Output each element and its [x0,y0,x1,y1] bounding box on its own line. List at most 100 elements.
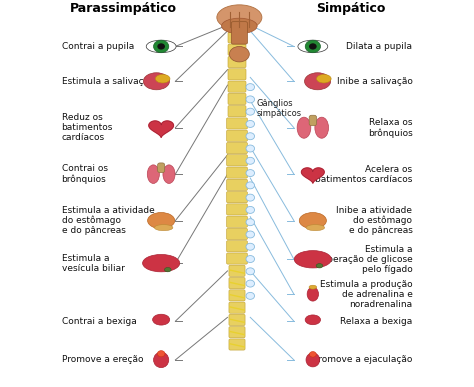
FancyBboxPatch shape [227,130,247,141]
Circle shape [309,43,317,50]
Text: Estimula a atividade
do estômago
e do pâncreas: Estimula a atividade do estômago e do pâ… [62,206,155,235]
Circle shape [246,255,255,262]
Ellipse shape [155,224,173,231]
Text: Relaxa os
brônquios: Relaxa os brônquios [368,118,412,137]
Circle shape [246,280,255,287]
Circle shape [246,268,255,275]
Text: Gânglios
simpáticos: Gânglios simpáticos [257,99,302,118]
Ellipse shape [309,285,317,289]
Ellipse shape [147,165,159,183]
Ellipse shape [310,351,316,357]
Ellipse shape [307,287,319,301]
Ellipse shape [294,251,331,268]
Circle shape [246,293,255,300]
FancyBboxPatch shape [227,216,247,227]
Polygon shape [301,168,324,183]
FancyBboxPatch shape [227,142,247,154]
Ellipse shape [305,315,320,325]
FancyBboxPatch shape [227,179,247,190]
Text: Contrai a pupila: Contrai a pupila [62,42,134,51]
FancyBboxPatch shape [227,253,247,264]
Circle shape [246,120,255,127]
Ellipse shape [143,255,180,272]
Text: Simpático: Simpático [316,2,385,15]
Text: Contrai a bexiga: Contrai a bexiga [62,317,137,326]
FancyBboxPatch shape [309,115,317,126]
Text: Parassimpático: Parassimpático [70,2,177,15]
FancyBboxPatch shape [228,32,246,43]
FancyBboxPatch shape [229,302,245,313]
Ellipse shape [157,351,165,357]
FancyBboxPatch shape [229,265,245,276]
Text: Estimula a
liberação de glicose
pelo fígado: Estimula a liberação de glicose pelo fíg… [322,245,412,274]
Circle shape [246,182,255,189]
Circle shape [246,84,255,91]
FancyBboxPatch shape [228,69,246,80]
Ellipse shape [298,40,328,53]
FancyBboxPatch shape [229,277,245,289]
FancyBboxPatch shape [227,155,247,166]
Text: Inibe a salivação: Inibe a salivação [337,77,412,86]
Ellipse shape [146,40,176,53]
Ellipse shape [316,264,323,268]
FancyBboxPatch shape [228,44,246,55]
Circle shape [305,40,320,53]
Ellipse shape [154,352,169,368]
Circle shape [246,145,255,152]
Circle shape [246,219,255,226]
FancyBboxPatch shape [158,163,164,173]
Text: Inibe a atividade
do estômago
e do pâncreas: Inibe a atividade do estômago e do pâncr… [337,206,412,235]
Ellipse shape [143,73,170,90]
FancyBboxPatch shape [229,327,245,338]
Circle shape [154,40,169,53]
FancyBboxPatch shape [229,290,245,301]
Ellipse shape [315,117,328,138]
FancyBboxPatch shape [227,204,247,215]
Ellipse shape [299,212,327,229]
Ellipse shape [229,46,249,62]
Ellipse shape [153,314,170,325]
Ellipse shape [163,165,175,183]
FancyBboxPatch shape [227,228,247,240]
Ellipse shape [221,18,257,34]
Text: Estimula a produção
de adrenalina e
noradrenalina: Estimula a produção de adrenalina e nora… [320,279,412,309]
Circle shape [246,133,255,140]
Circle shape [157,43,165,50]
Circle shape [246,243,255,250]
Ellipse shape [306,353,319,367]
FancyBboxPatch shape [227,241,247,252]
Text: Reduz os
batimentos
cardíacos: Reduz os batimentos cardíacos [62,113,113,142]
FancyBboxPatch shape [231,22,247,44]
FancyBboxPatch shape [228,106,246,117]
Circle shape [246,194,255,201]
Polygon shape [149,121,173,137]
Ellipse shape [317,74,331,83]
FancyBboxPatch shape [228,57,246,68]
Text: Contrai os
brônquios: Contrai os brônquios [62,164,108,184]
Text: Promove a ereção: Promove a ereção [62,355,143,365]
Text: Relaxa a bexiga: Relaxa a bexiga [340,317,412,326]
Circle shape [246,231,255,238]
Circle shape [246,96,255,103]
FancyBboxPatch shape [227,192,247,203]
FancyBboxPatch shape [228,93,246,104]
Ellipse shape [164,267,171,272]
Ellipse shape [155,74,170,83]
Circle shape [246,108,255,115]
FancyBboxPatch shape [228,81,246,92]
Ellipse shape [297,117,311,138]
FancyBboxPatch shape [229,314,245,325]
Circle shape [246,157,255,164]
Text: Estimula a salivação: Estimula a salivação [62,77,154,86]
Ellipse shape [304,73,331,90]
Ellipse shape [306,224,325,231]
Circle shape [246,170,255,176]
Ellipse shape [217,5,262,30]
FancyBboxPatch shape [227,167,247,178]
Ellipse shape [147,212,175,229]
Text: Dilata a pupila: Dilata a pupila [346,42,412,51]
FancyBboxPatch shape [227,118,247,129]
FancyBboxPatch shape [229,339,245,350]
Text: Promove a ejaculação: Promove a ejaculação [313,355,412,365]
Text: Estimula a
vesícula biliar: Estimula a vesícula biliar [62,253,125,273]
